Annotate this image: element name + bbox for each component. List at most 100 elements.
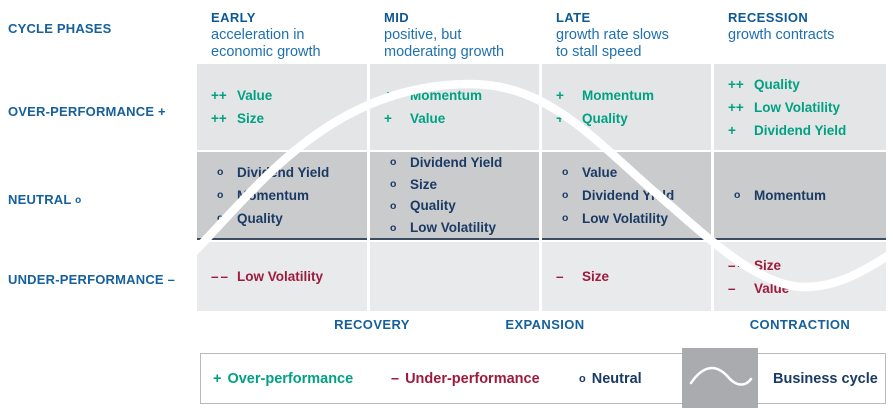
- phase-name: MID: [384, 10, 410, 25]
- factor-label: Value: [237, 88, 273, 103]
- row-label-over-performance: OVER-PERFORMANCE +: [8, 104, 166, 119]
- phase-description: growth rate slows to stall speed: [556, 27, 669, 60]
- factor-item: o Size: [384, 174, 539, 195]
- stage-label-expansion: EXPANSION: [505, 317, 585, 332]
- factor-item: ++ Size: [211, 108, 367, 130]
- plus-marker-icon: +: [158, 104, 166, 119]
- circle-marker-icon: o: [562, 189, 569, 201]
- factor-label: Quality: [582, 111, 628, 126]
- row-label-neutral-text: NEUTRAL: [8, 192, 72, 207]
- minus-marker-icon: –: [728, 280, 736, 296]
- under-performance-row: –– Low Volatility – Size –– Size – Value: [197, 242, 886, 311]
- legend-business-cycle: Business cycle: [773, 354, 878, 403]
- factor-item: – Size: [556, 266, 711, 288]
- legend: + Over-performance – Under-performance o…: [200, 348, 886, 408]
- factor-item: o Quality: [384, 196, 539, 217]
- cell-over-early: ++ Value ++ Size: [197, 64, 367, 150]
- factor-label: Momentum: [410, 88, 482, 103]
- row-label-neutral: NEUTRAL o: [8, 192, 81, 207]
- factor-label: Size: [754, 257, 782, 273]
- factor-label: Dividend Yield: [410, 154, 503, 170]
- circle-marker-icon: o: [390, 199, 397, 212]
- factor-label: Momentum: [754, 187, 826, 203]
- legend-under-label: Under-performance: [405, 370, 540, 387]
- sine-wave-icon: [689, 366, 753, 386]
- factor-item: o Momentum: [211, 184, 367, 206]
- circle-marker-icon: o: [390, 178, 397, 191]
- cell-neutral-mid: o Dividend Yield o Size o Quality o Low Vola…: [370, 152, 539, 240]
- circle-marker-icon: o: [217, 189, 224, 201]
- neutral-row: o Dividend Yield o Momentum o Quality o Divi…: [197, 152, 886, 240]
- factor-label: Size: [237, 111, 265, 126]
- factor-item: ++ Low Volatility: [728, 96, 886, 118]
- circle-marker-icon: o: [562, 212, 569, 224]
- factor-label: Dividend Yield: [754, 122, 847, 138]
- circle-marker-icon: o: [734, 189, 741, 201]
- phase-description: acceleration in economic growth: [211, 27, 321, 60]
- plus-marker-icon: +: [556, 88, 564, 103]
- legend-over-label: Over-performance: [227, 370, 354, 387]
- plus-marker-icon: +: [556, 111, 564, 126]
- circle-marker-icon: o: [390, 221, 397, 234]
- factor-item: o Low Volatility: [384, 217, 539, 238]
- factor-item: ++ Value: [211, 85, 367, 107]
- circle-marker-icon: o: [217, 166, 224, 178]
- phase-header-mid: MID positive, but moderating growth: [370, 10, 539, 61]
- plus-plus-marker-icon: ++: [728, 99, 744, 115]
- over-performance-row: ++ Value ++ Size ++ Momentum + Value + Moment…: [197, 64, 886, 150]
- cell-under-early: –– Low Volatility: [197, 242, 367, 311]
- factor-label: Value: [754, 280, 790, 296]
- minus-minus-marker-icon: ––: [211, 269, 231, 284]
- factor-label: Dividend Yield: [237, 164, 330, 180]
- circle-marker-icon: o: [75, 195, 82, 206]
- circle-marker-icon: o: [579, 372, 586, 385]
- factor-item: + Value: [384, 108, 539, 130]
- cell-under-mid: [370, 242, 539, 311]
- factor-label: Momentum: [237, 187, 309, 203]
- phase-name: LATE: [556, 10, 591, 25]
- factor-label: Size: [582, 269, 610, 284]
- minus-minus-marker-icon: ––: [728, 257, 748, 273]
- factor-label: Low Volatility: [754, 99, 841, 115]
- factor-item: + Dividend Yield: [728, 119, 886, 141]
- phase-description: positive, but moderating growth: [384, 27, 505, 60]
- factor-item: –– Size: [728, 254, 886, 276]
- factor-item: + Momentum: [556, 85, 711, 107]
- factor-item: + Quality: [556, 108, 711, 130]
- legend-neutral: o Neutral: [579, 354, 642, 403]
- phase-header-row: EARLY acceleration in economic growth MI…: [197, 10, 886, 61]
- factor-item: o Value: [556, 161, 711, 183]
- phase-name: RECESSION: [728, 10, 809, 25]
- factor-label: Quality: [754, 76, 800, 92]
- plus-plus-marker-icon: ++: [211, 88, 227, 103]
- phase-name: EARLY: [211, 10, 256, 25]
- legend-under-performance: – Under-performance: [391, 354, 540, 403]
- circle-marker-icon: o: [390, 156, 397, 169]
- factor-item: o Dividend Yield: [384, 152, 539, 173]
- cell-neutral-late: o Value o Dividend Yield o Low Volatility: [542, 152, 711, 240]
- phase-header-late: LATE growth rate slows to stall speed: [542, 10, 711, 61]
- plus-marker-icon: +: [213, 370, 222, 387]
- factor-label: Dividend Yield: [582, 187, 675, 203]
- circle-marker-icon: o: [217, 212, 224, 224]
- cell-over-recession: ++ Quality ++ Low Volatility + Dividend Yie…: [714, 64, 886, 150]
- factor-item: –– Low Volatility: [211, 266, 367, 288]
- factor-label: Momentum: [582, 88, 654, 103]
- row-label-over-text: OVER-PERFORMANCE: [8, 104, 155, 119]
- circle-marker-icon: o: [562, 166, 569, 178]
- stage-label-contraction: CONTRACTION: [749, 317, 851, 332]
- legend-business-cycle-label: Business cycle: [773, 370, 878, 387]
- stage-label-recovery: RECOVERY: [334, 317, 410, 332]
- minus-marker-icon: –: [167, 272, 176, 287]
- factor-item: – Value: [728, 277, 886, 299]
- legend-over-performance: + Over-performance: [213, 354, 353, 403]
- phase-description: growth contracts: [728, 27, 835, 43]
- factor-label: Low Volatility: [237, 269, 324, 284]
- business-cycle-swatch: [682, 348, 758, 408]
- factor-label: Quality: [237, 210, 283, 226]
- factor-label: Value: [582, 164, 618, 180]
- cell-over-mid: ++ Momentum + Value: [370, 64, 539, 150]
- factor-label: Size: [410, 176, 438, 192]
- legend-neutral-label: Neutral: [591, 370, 642, 387]
